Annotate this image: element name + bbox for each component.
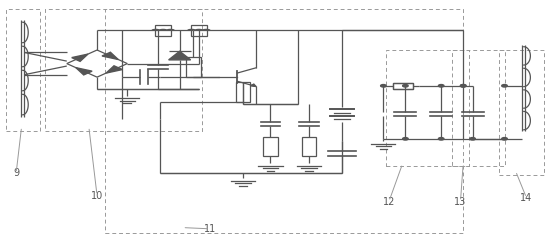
Circle shape: [460, 85, 466, 87]
Polygon shape: [106, 66, 123, 73]
Text: 14: 14: [521, 193, 533, 203]
Bar: [6, 9, 40, 131]
Circle shape: [470, 138, 475, 140]
Circle shape: [438, 138, 444, 140]
Bar: [263, 137, 278, 155]
Bar: [45, 9, 201, 131]
Bar: [186, 58, 200, 77]
Polygon shape: [102, 52, 118, 60]
Circle shape: [381, 85, 386, 87]
Text: 10: 10: [91, 190, 103, 201]
Text: 9: 9: [13, 168, 19, 178]
Bar: [499, 50, 544, 175]
Circle shape: [402, 85, 408, 87]
Text: 13: 13: [454, 197, 466, 207]
Bar: [392, 83, 412, 89]
Bar: [452, 50, 505, 166]
Bar: [155, 25, 171, 36]
Bar: [392, 83, 412, 89]
Text: 12: 12: [383, 197, 395, 207]
Text: 11: 11: [204, 224, 216, 234]
Circle shape: [502, 138, 507, 140]
Bar: [236, 82, 250, 102]
Circle shape: [460, 85, 466, 87]
Circle shape: [402, 138, 408, 140]
Polygon shape: [76, 68, 92, 75]
Bar: [386, 50, 469, 166]
Polygon shape: [72, 54, 88, 61]
Bar: [302, 137, 316, 155]
Circle shape: [502, 85, 507, 87]
Circle shape: [438, 85, 444, 87]
Bar: [105, 9, 463, 233]
Polygon shape: [251, 84, 256, 87]
Bar: [190, 25, 207, 36]
Polygon shape: [168, 51, 190, 60]
